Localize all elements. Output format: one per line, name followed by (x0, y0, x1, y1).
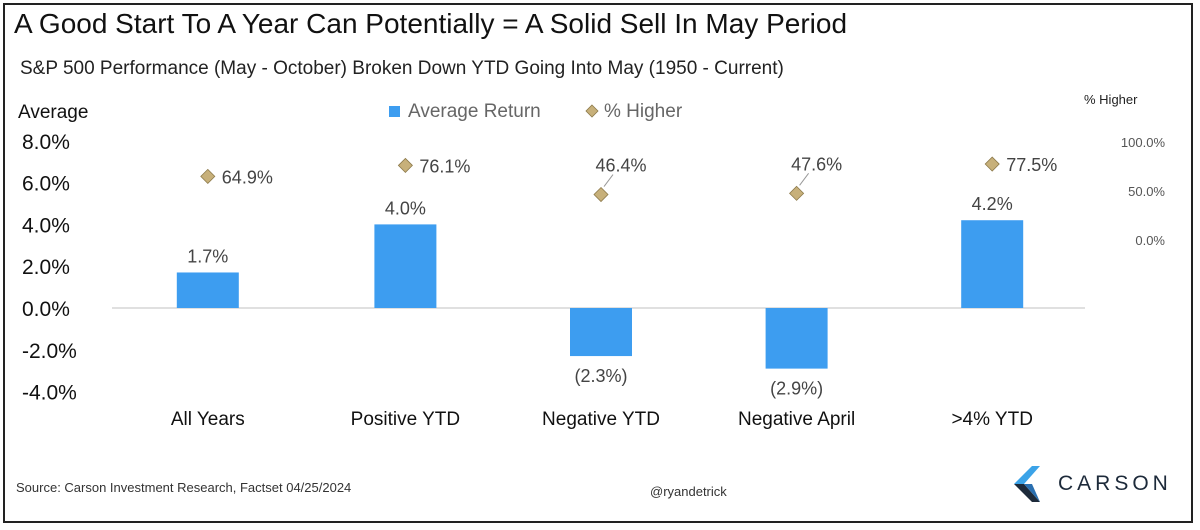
legend-label-pct-higher: % Higher (604, 101, 683, 122)
x-tick-label: Negative April (738, 409, 855, 430)
bar (765, 308, 828, 369)
carson-logo-icon (1014, 466, 1040, 502)
y-tick-label-left: 2.0% (22, 256, 70, 279)
bar-data-label: 1.7% (187, 246, 228, 266)
y-tick-label-right: 0.0% (1135, 233, 1165, 248)
pct-higher-label: 46.4% (595, 156, 646, 176)
pct-higher-point (200, 168, 216, 184)
author-handle: @ryandetrick (650, 484, 727, 499)
x-tick-label: >4% YTD (951, 409, 1033, 430)
y-axis-title-right: % Higher (1084, 92, 1138, 107)
y-axis-title-left: Average (18, 102, 88, 123)
y-tick-label-right: 50.0% (1128, 184, 1165, 199)
bar (961, 220, 1024, 308)
legend-marker-average-return (389, 106, 400, 117)
pct-higher-label: 47.6% (791, 154, 842, 174)
legend-label-average-return: Average Return (408, 101, 541, 122)
legend-marker-pct-higher (585, 104, 599, 118)
bar-data-label: (2.9%) (770, 379, 823, 399)
pct-higher-label: 64.9% (222, 167, 273, 187)
x-tick-label: Negative YTD (542, 409, 660, 430)
pct-higher-label: 77.5% (1006, 155, 1057, 175)
chart-title: A Good Start To A Year Can Potentially =… (14, 8, 848, 39)
y-tick-label-left: -2.0% (22, 340, 77, 363)
pct-higher-point (593, 186, 609, 203)
bar (374, 224, 437, 308)
y-tick-label-left: 6.0% (22, 173, 70, 196)
pct-higher-label: 76.1% (419, 156, 470, 176)
x-tick-label: Positive YTD (351, 409, 460, 430)
chart-subtitle: S&P 500 Performance (May - October) Brok… (20, 58, 784, 79)
y-tick-label-left: 0.0% (22, 298, 70, 321)
y-tick-label-right: 100.0% (1121, 135, 1166, 150)
bar (570, 308, 632, 357)
bar-data-label: 4.0% (385, 198, 426, 218)
pct-higher-label-leader (799, 173, 809, 186)
carson-logo-text: CARSON (1058, 472, 1172, 495)
pct-higher-point (789, 185, 805, 201)
carson-logo: CARSON (1010, 462, 1180, 506)
bar (176, 272, 239, 308)
y-tick-label-left: 4.0% (22, 214, 70, 237)
bar-data-label: (2.3%) (574, 366, 627, 386)
pct-higher-point (984, 156, 1000, 172)
y-tick-label-left: 8.0% (22, 131, 70, 154)
bar-data-label: 4.2% (972, 194, 1013, 214)
y-tick-label-left: -4.0% (22, 382, 77, 405)
x-tick-label: All Years (171, 409, 245, 430)
pct-higher-label-leader (603, 174, 614, 187)
source-note: Source: Carson Investment Research, Fact… (16, 480, 352, 495)
pct-higher-point (397, 157, 413, 173)
